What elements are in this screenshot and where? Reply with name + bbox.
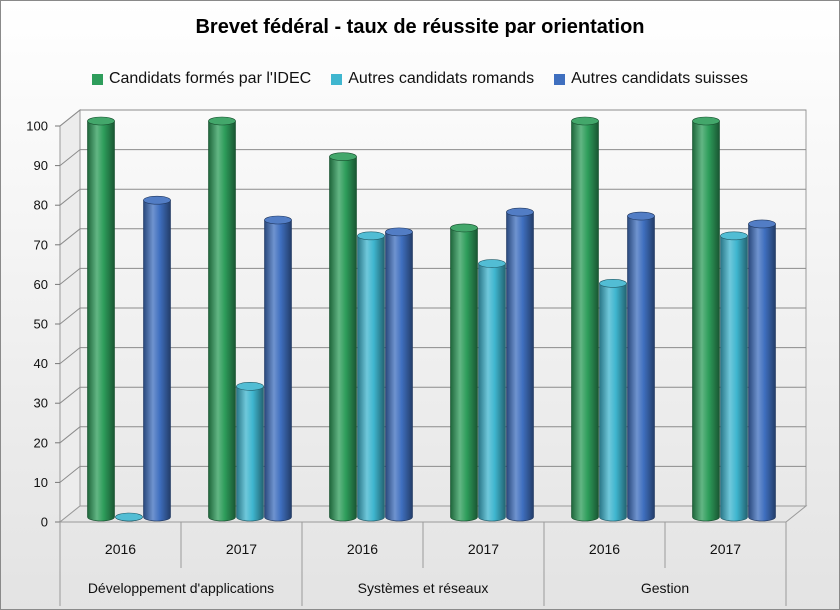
bar-1-1 bbox=[87, 116, 115, 522]
x-category-label: 2017 bbox=[226, 541, 257, 557]
bar-body bbox=[143, 199, 171, 522]
bar-2-2 bbox=[236, 382, 264, 522]
gridline bbox=[59, 109, 806, 127]
bar-body bbox=[627, 215, 655, 522]
gridline bbox=[59, 228, 806, 246]
bar-1-5 bbox=[571, 116, 599, 522]
bar-body bbox=[208, 120, 236, 522]
y-tick-label: 40 bbox=[34, 356, 48, 371]
legend: Candidats formés par l'IDEC Autres candid… bbox=[0, 68, 840, 90]
bar-3-4 bbox=[506, 207, 534, 522]
bar-body bbox=[571, 120, 599, 522]
bar-body bbox=[357, 235, 385, 522]
bar-3-5 bbox=[627, 211, 655, 522]
x-group-label: Systèmes et réseaux bbox=[358, 580, 489, 596]
bar-cap bbox=[450, 223, 478, 233]
y-tick-label: 80 bbox=[34, 198, 48, 213]
gridline bbox=[59, 149, 806, 166]
bar-body bbox=[385, 231, 413, 522]
bar-cap bbox=[571, 116, 599, 126]
y-tick-label: 90 bbox=[34, 158, 48, 173]
gridline bbox=[59, 188, 806, 206]
chart-title: Brevet fédéral - taux de réussite par or… bbox=[195, 16, 645, 38]
gridlines bbox=[59, 109, 806, 483]
bar-cap bbox=[115, 512, 143, 522]
bar-3-3 bbox=[385, 227, 413, 522]
bar-body bbox=[506, 211, 534, 522]
gridline bbox=[59, 465, 806, 483]
bar-body bbox=[599, 283, 627, 522]
bar-body bbox=[692, 120, 720, 522]
bar-body bbox=[720, 235, 748, 522]
y-tick-label: 10 bbox=[34, 475, 48, 490]
x-category-label: 2017 bbox=[468, 541, 499, 557]
legend-item-3: Autres candidats suisses bbox=[554, 70, 748, 88]
legend-swatch bbox=[554, 73, 566, 85]
bar-cap bbox=[87, 116, 115, 126]
x-group-label: Gestion bbox=[641, 580, 689, 596]
legend-item-2: Autres candidats romands bbox=[331, 70, 534, 88]
bar-cap bbox=[385, 227, 413, 237]
bar-cap bbox=[506, 207, 534, 217]
bar-1-6 bbox=[692, 116, 720, 522]
y-tick-label: 100 bbox=[26, 119, 48, 134]
x-group-label: Développement d'applications bbox=[88, 580, 274, 596]
bar-body bbox=[87, 120, 115, 522]
legend-label: Autres candidats suisses bbox=[571, 70, 749, 87]
gridline bbox=[59, 347, 806, 364]
gridline bbox=[59, 267, 806, 285]
gridline bbox=[59, 307, 806, 325]
x-category-label: 2017 bbox=[710, 541, 741, 557]
bar-2-5 bbox=[599, 279, 627, 522]
legend-swatch bbox=[91, 73, 103, 85]
bar-3-2 bbox=[264, 215, 292, 522]
legend-swatch bbox=[331, 73, 343, 85]
bar-2-4 bbox=[478, 259, 506, 522]
bar-3-1 bbox=[143, 195, 171, 522]
bar-cap bbox=[748, 219, 776, 229]
bar-2-3 bbox=[357, 231, 385, 522]
y-tick-label: 0 bbox=[41, 515, 48, 530]
y-tick-label: 70 bbox=[34, 237, 48, 252]
bar-cap bbox=[357, 231, 385, 241]
bar-body bbox=[236, 386, 264, 522]
bar-cap bbox=[692, 116, 720, 126]
bar-cap bbox=[143, 195, 171, 205]
bar-cap bbox=[329, 152, 357, 161]
bar-3-6 bbox=[748, 219, 776, 522]
bar-2-6 bbox=[720, 231, 748, 522]
bar-body bbox=[329, 156, 357, 522]
bar-cap bbox=[264, 215, 292, 225]
gridline bbox=[59, 386, 806, 404]
bar-1-3 bbox=[329, 152, 357, 522]
bar-body bbox=[478, 263, 506, 522]
x-category-label: 2016 bbox=[589, 541, 620, 557]
bar-cap bbox=[236, 382, 264, 391]
y-tick-label: 60 bbox=[34, 277, 48, 292]
legend-label: Candidats formés par l'IDEC bbox=[108, 70, 312, 87]
bar-cap bbox=[208, 116, 236, 126]
bars bbox=[87, 116, 776, 522]
bar-body bbox=[450, 227, 478, 522]
x-category-label: 2016 bbox=[105, 541, 136, 557]
legend-item-1: Candidats formés par l'IDEC bbox=[91, 70, 312, 88]
bar-cap bbox=[627, 211, 655, 221]
x-category-label: 2016 bbox=[347, 541, 378, 557]
y-axis-ticks: 0 10 20 30 40 50 60 70 80 90 100 bbox=[26, 119, 60, 530]
y-tick-label: 20 bbox=[34, 435, 48, 450]
x-axis: 2016 2017 2016 2017 2016 2017 Développement d'… bbox=[59, 522, 787, 606]
bar-body bbox=[264, 219, 292, 522]
y-tick-label: 50 bbox=[34, 317, 48, 332]
gridline bbox=[59, 426, 806, 444]
bar-1-2 bbox=[208, 116, 236, 522]
bar-cap bbox=[720, 231, 748, 241]
bar-body bbox=[748, 223, 776, 522]
legend-label: Autres candidats romands bbox=[348, 70, 535, 87]
bar-1-4 bbox=[450, 223, 478, 522]
bar-2-1 bbox=[115, 512, 143, 522]
y-tick-label: 30 bbox=[34, 396, 48, 411]
bar-cap bbox=[599, 279, 627, 288]
bar-cap bbox=[478, 259, 506, 268]
